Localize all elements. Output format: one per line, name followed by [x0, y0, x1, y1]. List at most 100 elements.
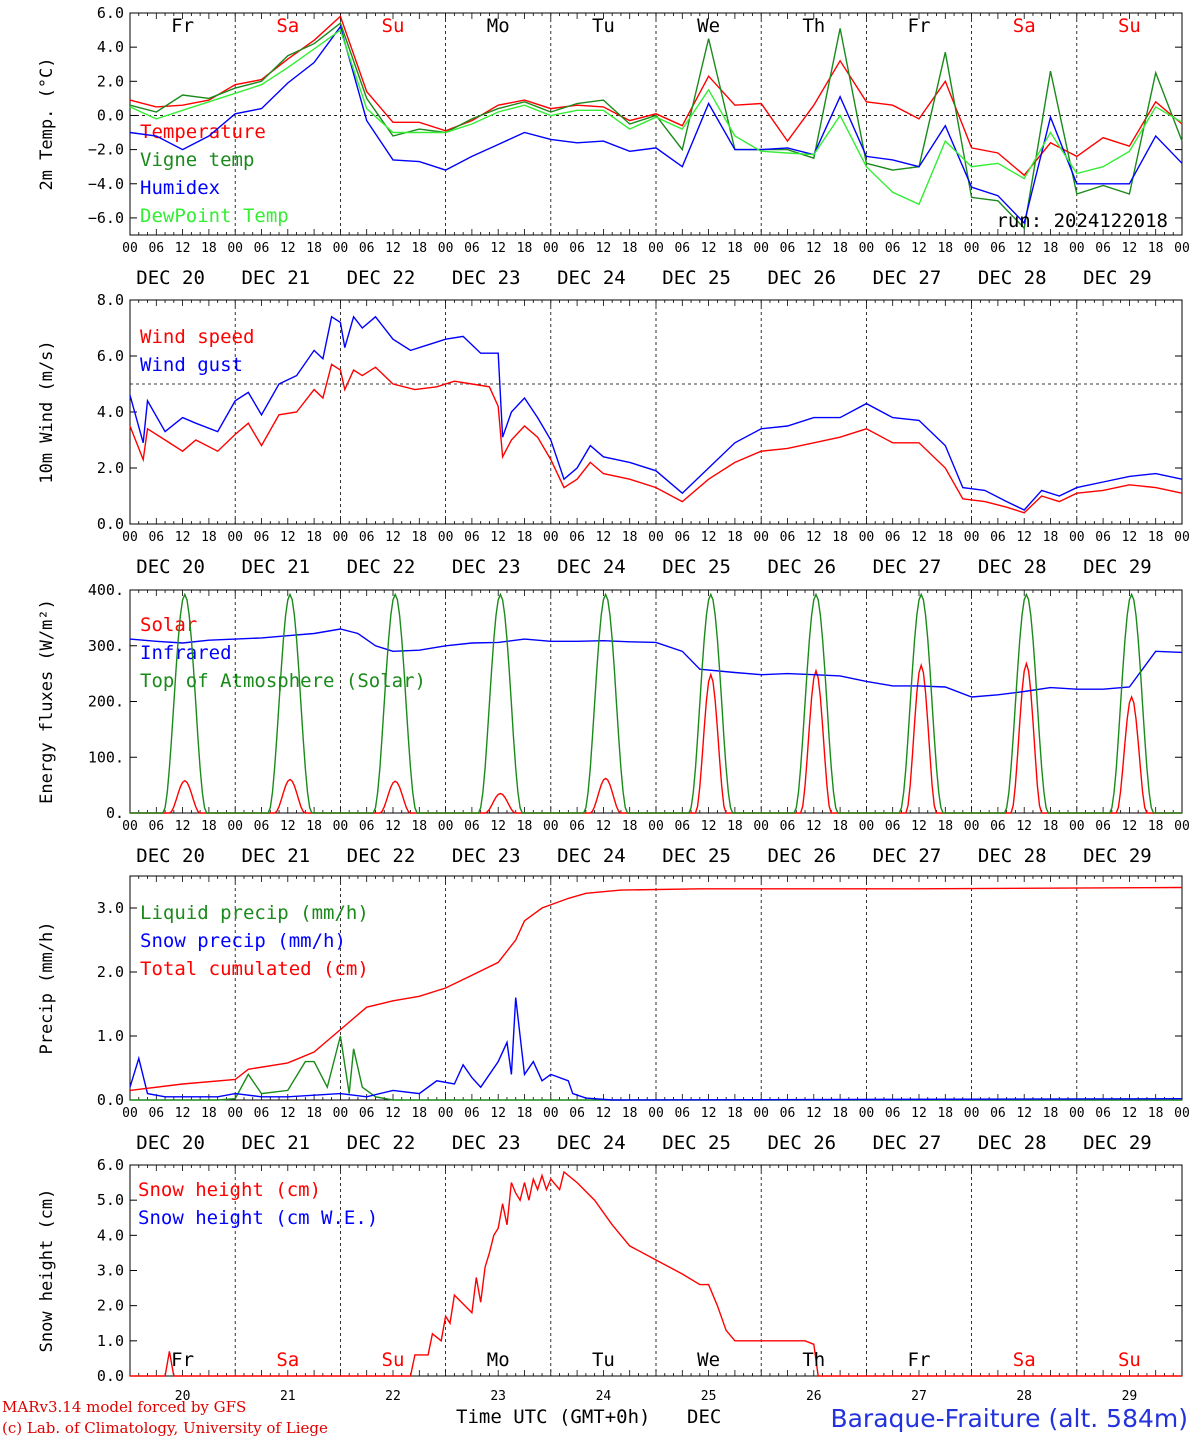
- hour-label: 12: [175, 530, 191, 545]
- date-label: DEC 23: [452, 267, 521, 289]
- hour-label: 06: [1095, 1106, 1111, 1121]
- date-label: DEC 26: [767, 845, 836, 867]
- hour-label: 00: [964, 819, 980, 834]
- hour-label: 12: [1122, 1106, 1138, 1121]
- hour-label: 18: [622, 1106, 638, 1121]
- hour-label: 00: [1069, 530, 1085, 545]
- hour-label: 00: [1174, 241, 1190, 256]
- y-tick-label: 4.0: [97, 38, 124, 56]
- legend-entry: Infrared: [140, 642, 232, 664]
- date-label: DEC 25: [662, 845, 731, 867]
- legend-entry: DewPoint Temp: [140, 205, 289, 227]
- hour-label: 18: [517, 530, 533, 545]
- hour-label: 18: [306, 1106, 322, 1121]
- station-name: Baraque-Fraiture (alt. 584m): [830, 1404, 1188, 1433]
- y-tick-label: −6.0: [88, 209, 124, 227]
- hour-label: 00: [122, 1106, 138, 1121]
- y-tick-label: 5.0: [97, 1191, 124, 1209]
- hour-label: 06: [780, 530, 796, 545]
- hour-label: 00: [543, 241, 559, 256]
- y-axis-label: Snow height (cm): [37, 1189, 57, 1353]
- series-line-humidex: [129, 25, 1183, 225]
- y-tick-label: 1.0: [97, 1027, 124, 1045]
- hour-label: 06: [148, 241, 164, 256]
- legend-entry: Snow height (cm W.E.): [138, 1207, 378, 1229]
- date-label: DEC 29: [1083, 845, 1152, 867]
- hour-label: 06: [254, 530, 270, 545]
- legend-entry: Snow precip (mm/h): [140, 930, 346, 952]
- hour-label: 00: [438, 241, 454, 256]
- hour-label: 00: [227, 1106, 243, 1121]
- hour-label: 12: [175, 1106, 191, 1121]
- hour-label: 00: [859, 241, 875, 256]
- date-label: DEC 23: [452, 556, 521, 578]
- date-label: DEC 21: [241, 556, 310, 578]
- y-tick-label: −4.0: [88, 175, 124, 193]
- hour-label: 18: [622, 819, 638, 834]
- date-label: DEC 21: [241, 1132, 310, 1154]
- series-line-snow-precip-mm-h-: [129, 997, 1183, 1101]
- y-tick-label: 0.: [106, 804, 124, 822]
- hour-label: 18: [517, 241, 533, 256]
- date-label: DEC 24: [557, 1132, 626, 1154]
- hour-label: 00: [859, 1106, 875, 1121]
- hour-label: 00: [122, 530, 138, 545]
- date-label: DEC 23: [452, 1132, 521, 1154]
- day-number-label: 20: [175, 1389, 191, 1404]
- hour-label: 06: [780, 1106, 796, 1121]
- hour-label: 12: [806, 530, 822, 545]
- day-number-label: 24: [596, 1389, 612, 1404]
- weekday-label: We: [697, 1349, 720, 1371]
- weekday-label: Th: [802, 1349, 825, 1371]
- hour-label: 18: [937, 1106, 953, 1121]
- plot-frame: [129, 299, 1183, 525]
- y-tick-label: 8.0: [97, 291, 124, 309]
- hour-label: 06: [148, 530, 164, 545]
- date-label: DEC 28: [978, 267, 1047, 289]
- date-label: DEC 27: [873, 845, 942, 867]
- hour-label: 00: [859, 819, 875, 834]
- hour-label: 00: [648, 530, 664, 545]
- weekday-label: Su: [1118, 1349, 1141, 1371]
- y-tick-label: 2.0: [97, 963, 124, 981]
- date-label: DEC 29: [1083, 267, 1152, 289]
- day-number-label: 21: [280, 1389, 296, 1404]
- hour-label: 06: [1095, 241, 1111, 256]
- hour-label: 18: [1043, 819, 1059, 834]
- hour-label: 12: [911, 819, 927, 834]
- date-label: DEC 29: [1083, 556, 1152, 578]
- panel-1: 6.0 4.0 2.0 0.0 −2.0 −4.0 −6.0 2m Temp. (°C) Tem…: [37, 4, 1190, 289]
- hour-label: 12: [911, 241, 927, 256]
- date-label: DEC 25: [662, 267, 731, 289]
- y-tick-label: 300.: [88, 637, 124, 655]
- hour-label: 12: [911, 530, 927, 545]
- y-tick-label: 2.0: [97, 459, 124, 477]
- hour-label: 18: [937, 819, 953, 834]
- y-tick-label: 0.0: [97, 1091, 124, 1109]
- hour-label: 12: [280, 1106, 296, 1121]
- day-number-label: 28: [1016, 1389, 1032, 1404]
- weekday-label: Tu: [592, 15, 615, 37]
- series-line-snow-height-cm-: [130, 1170, 1182, 1377]
- hour-label: 18: [727, 819, 743, 834]
- hour-label: 06: [1095, 530, 1111, 545]
- x-axis-label: Time UTC (GMT+0h): [456, 1406, 650, 1428]
- day-number-label: 25: [701, 1389, 717, 1404]
- date-label: DEC 24: [557, 845, 626, 867]
- hour-label: 18: [832, 530, 848, 545]
- hour-label: 06: [990, 530, 1006, 545]
- hour-label: 12: [596, 819, 612, 834]
- y-axis-label: 2m Temp. (°C): [37, 57, 57, 190]
- hour-label: 00: [333, 530, 349, 545]
- hour-label: 06: [254, 819, 270, 834]
- date-label: DEC 25: [662, 1132, 731, 1154]
- hour-label: 18: [1148, 530, 1164, 545]
- date-label: DEC 22: [347, 267, 416, 289]
- hour-label: 18: [517, 1106, 533, 1121]
- hour-label: 00: [1174, 819, 1190, 834]
- hour-label: 12: [806, 241, 822, 256]
- hour-label: 00: [438, 530, 454, 545]
- hour-label: 00: [964, 530, 980, 545]
- hour-label: 00: [1069, 819, 1085, 834]
- weekday-label: Sa: [1013, 15, 1036, 37]
